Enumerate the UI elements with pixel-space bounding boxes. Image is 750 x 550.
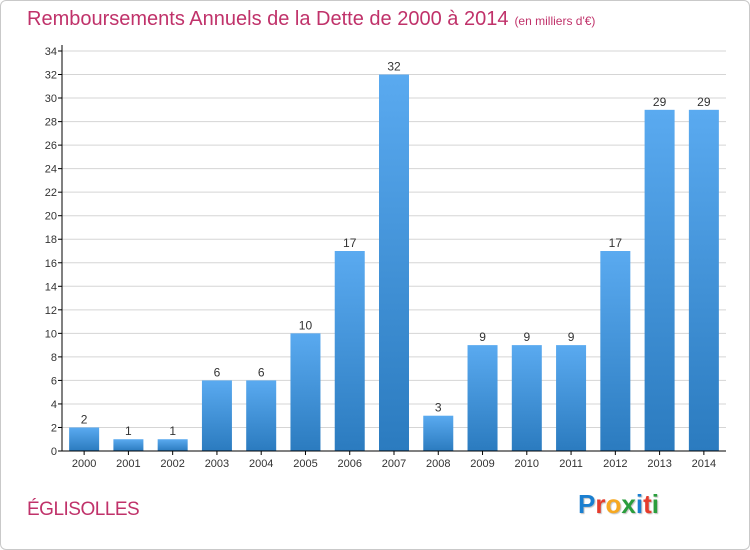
x-tick-label: 2007: [382, 458, 406, 470]
y-tick-label: 20: [45, 211, 57, 223]
y-tick-label: 14: [45, 281, 57, 293]
proxiti-logo[interactable]: Proxiti: [578, 489, 659, 520]
bar-2003: [201, 380, 232, 451]
x-tick-label: 2006: [337, 458, 361, 470]
logo-letter: o: [605, 489, 622, 519]
bar-2010: [511, 345, 542, 451]
y-tick-label: 6: [51, 375, 57, 387]
data-label: 6: [258, 365, 265, 379]
x-tick-label: 2011: [559, 458, 583, 470]
bar-2014: [688, 109, 719, 451]
y-tick-label: 26: [45, 140, 57, 152]
x-tick-label: 2014: [692, 458, 716, 470]
bar-2000: [69, 427, 100, 451]
y-tick-label: 30: [45, 93, 57, 105]
commune-name: ÉGLISOLLES: [27, 499, 140, 520]
y-tick-label: 16: [45, 258, 57, 270]
bars: [69, 74, 719, 451]
logo-letter: r: [595, 489, 606, 519]
x-tick-label: 2005: [293, 458, 317, 470]
y-tick-label: 0: [51, 446, 57, 458]
data-label: 29: [697, 95, 711, 109]
x-tick-label: 2013: [647, 458, 671, 470]
data-label: 9: [479, 330, 486, 344]
y-tick-label: 18: [45, 234, 57, 246]
data-label: 3: [435, 401, 442, 415]
y-tick-label: 8: [51, 352, 57, 364]
bar-2005: [290, 333, 321, 451]
data-label: 2: [81, 412, 88, 426]
chart-title: Remboursements Annuels de la Dette de 20…: [27, 8, 595, 31]
bar-2002: [157, 439, 188, 451]
y-tick-label: 10: [45, 328, 57, 340]
data-label: 9: [523, 330, 530, 344]
logo-letter: x: [621, 489, 636, 519]
x-tick-label: 2000: [72, 458, 96, 470]
data-label: 10: [299, 318, 313, 332]
bar-2011: [556, 345, 587, 451]
y-tick-label: 24: [45, 164, 57, 176]
bar-2006: [334, 251, 365, 451]
y-tick-label: 34: [45, 46, 57, 58]
logo-letter: i: [635, 489, 644, 519]
x-tick-label: 2009: [470, 458, 494, 470]
data-label: 9: [568, 330, 575, 344]
x-tick-label: 2004: [249, 458, 273, 470]
bar-2013: [644, 109, 675, 451]
y-tick-label: 22: [45, 187, 57, 199]
y-tick-label: 12: [45, 305, 57, 317]
data-label: 17: [609, 236, 623, 250]
y-tick-label: 4: [51, 399, 57, 411]
logo-letter: i: [651, 489, 659, 519]
data-label: 1: [125, 424, 132, 438]
x-tick-label: 2010: [515, 458, 539, 470]
x-tick-label: 2002: [160, 458, 184, 470]
data-label: 29: [653, 95, 667, 109]
data-label: 1: [169, 424, 176, 438]
data-labels: 2 1 1 6 6 10 17 32 3 9 9 9 17 29 29: [81, 60, 711, 439]
bar-2009: [467, 345, 498, 451]
logo-letter: P: [578, 489, 596, 519]
logo-letter: t: [643, 489, 652, 519]
bar-2008: [423, 415, 454, 451]
x-tick-label: 2003: [205, 458, 229, 470]
y-tick-label: 2: [51, 422, 57, 434]
x-tick-label: 2001: [116, 458, 140, 470]
y-tick-label: 32: [45, 70, 57, 82]
data-label: 32: [387, 60, 401, 74]
bar-2007: [379, 74, 409, 451]
x-tick-label: 2012: [603, 458, 627, 470]
data-label: 6: [214, 365, 221, 379]
bar-2004: [246, 380, 277, 451]
bar-2001: [113, 439, 144, 451]
x-tick-label: 2008: [426, 458, 450, 470]
y-tick-label: 28: [45, 117, 57, 129]
chart-title-text: Remboursements Annuels de la Dette de 20…: [27, 8, 509, 30]
bar-2012: [600, 251, 631, 451]
data-label: 17: [343, 236, 357, 250]
chart-subtitle: (en milliers d'€): [514, 14, 596, 28]
